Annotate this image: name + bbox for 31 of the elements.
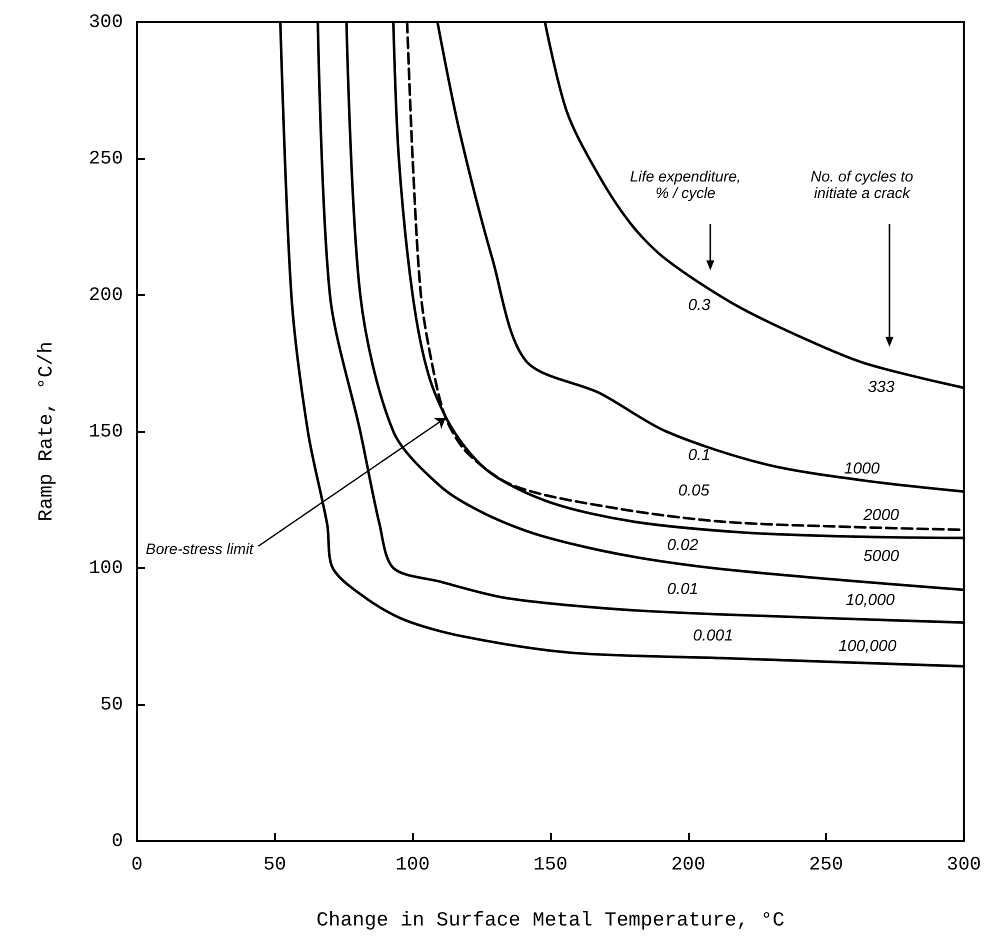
y-tick-label: 150 — [88, 420, 123, 442]
x-tick-label: 200 — [671, 854, 706, 876]
x-tick-label: 0 — [131, 854, 143, 876]
y-axis-title: Ramp Rate, °C/h — [36, 341, 58, 522]
x-tick-label: 100 — [396, 854, 430, 876]
annotation: No. of cycles to initiate a crack — [810, 168, 914, 202]
annotation: 0.05 — [678, 482, 710, 500]
annotation: 5000 — [863, 548, 900, 566]
y-tick-label: 300 — [88, 11, 123, 33]
annotation: Life expenditure, % / cycle — [630, 168, 741, 202]
annotation: 333 — [868, 379, 895, 396]
annotation: 0.001 — [693, 627, 734, 644]
annotation: Bore-stress limit — [146, 541, 254, 558]
annotation: 100,000 — [838, 638, 896, 656]
annotation: 0.02 — [667, 537, 698, 554]
x-tick-label: 300 — [946, 854, 982, 876]
x-tick-label: 250 — [808, 854, 844, 876]
annotation: 0.3 — [688, 297, 711, 314]
y-tick-label: 0 — [112, 830, 123, 852]
annotation: 2000 — [862, 507, 900, 524]
y-tick-label: 50 — [100, 694, 123, 716]
annotation: 10,000 — [846, 592, 895, 609]
x-tick-label: 150 — [533, 854, 568, 876]
x-axis-title: Change in Surface Metal Temperature, °C — [316, 910, 784, 932]
x-tick-label: 50 — [263, 854, 286, 876]
annotation: 0.01 — [667, 581, 698, 598]
y-tick-label: 100 — [88, 557, 123, 579]
annotation: 0.1 — [688, 447, 710, 464]
y-tick-label: 250 — [88, 148, 123, 170]
y-tick-label: 200 — [88, 284, 123, 306]
annotation: 1000 — [844, 460, 880, 478]
